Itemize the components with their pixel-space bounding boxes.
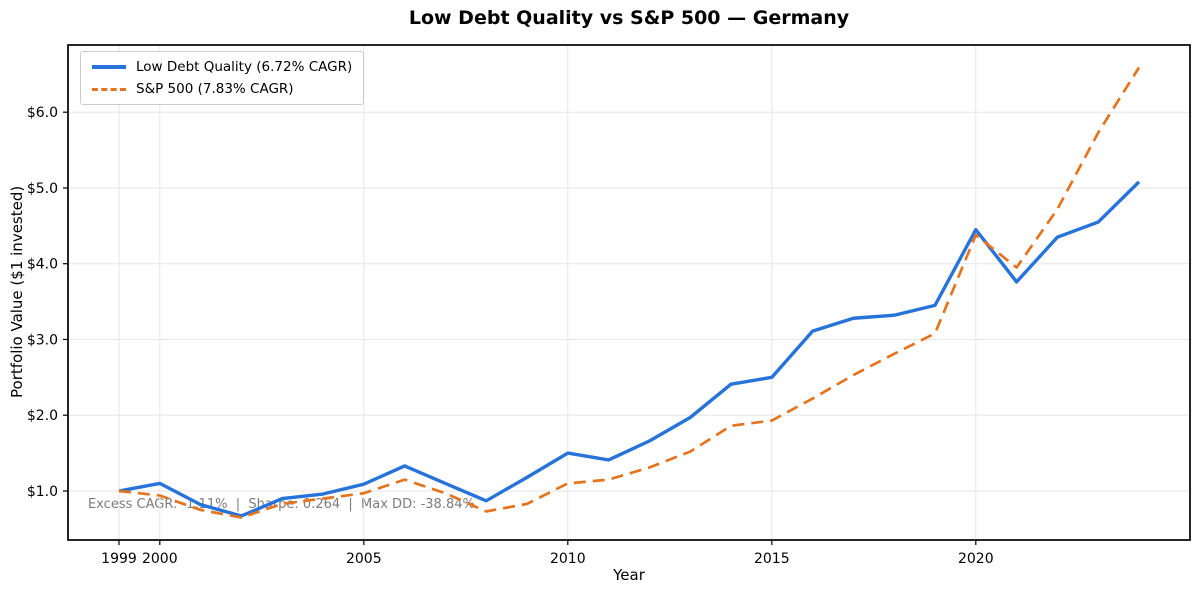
svg-text:2000: 2000	[142, 551, 178, 567]
svg-text:2005: 2005	[346, 551, 382, 567]
svg-text:$4.0: $4.0	[27, 257, 58, 273]
svg-text:$6.0: $6.0	[27, 105, 58, 121]
legend-item-sp500: S&P 500 (7.83% CAGR)	[92, 81, 352, 97]
legend-solid-line-swatch	[92, 65, 126, 69]
svg-text:$1.0: $1.0	[27, 484, 58, 500]
chart-title: Low Debt Quality vs S&P 500 — Germany	[408, 7, 850, 29]
series-line-sp500	[118, 66, 1141, 519]
svg-text:2015: 2015	[754, 551, 790, 567]
series-line-low-debt-quality	[118, 180, 1141, 518]
legend-dashed-line-swatch	[92, 87, 126, 91]
plot-frame	[67, 44, 1191, 541]
x-tick-labels: 1999 2000 2005 2010 2015 2020	[101, 551, 993, 567]
x-axis-label: Year	[613, 566, 645, 584]
svg-text:2010: 2010	[550, 551, 586, 567]
legend-label-sp500: S&P 500 (7.83% CAGR)	[136, 81, 294, 97]
legend: Low Debt Quality (6.72% CAGR) S&P 500 (7…	[80, 51, 365, 105]
svg-text:1999: 1999	[101, 551, 137, 567]
legend-label-low-debt-quality: Low Debt Quality (6.72% CAGR)	[136, 59, 353, 75]
svg-text:$2.0: $2.0	[27, 408, 58, 424]
gridlines	[68, 45, 1190, 540]
legend-item-low-debt-quality: Low Debt Quality (6.72% CAGR)	[92, 59, 352, 75]
svg-text:2020: 2020	[958, 551, 994, 567]
y-axis-label: Portfolio Value ($1 invested)	[8, 185, 26, 398]
svg-text:$3.0: $3.0	[27, 332, 58, 348]
y-tick-labels: $1.0 $2.0 $3.0 $4.0 $5.0 $6.0	[27, 105, 58, 500]
svg-text:$5.0: $5.0	[27, 181, 58, 197]
axis-ticks	[63, 111, 977, 545]
